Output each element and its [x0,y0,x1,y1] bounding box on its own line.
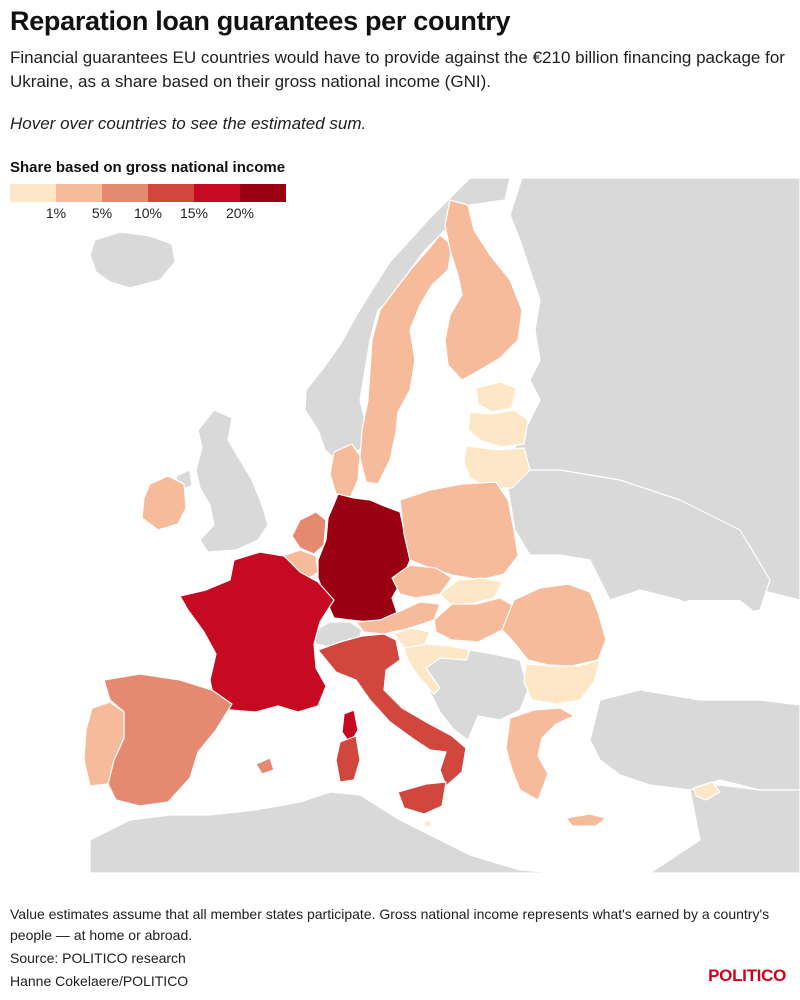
footer-source: Source: POLITICO research [10,950,186,966]
country-sicily [397,781,447,815]
country-austria [355,601,441,635]
country-cyprus [693,781,721,801]
region-balkans [411,639,529,741]
legend-scale [10,184,290,202]
legend-swatch-3 [102,184,148,202]
legend-label-5: 20% [225,205,255,221]
country-slovenia [393,627,431,649]
legend-swatch-1 [10,184,56,202]
region-north-africa [89,791,561,873]
country-malta [423,819,432,828]
footer-notes: Value estimates assume that all member s… [10,904,780,994]
country-finland [444,199,523,381]
footer-note: Value estimates assume that all member s… [10,906,770,943]
black-sea [598,600,772,690]
legend-title: Share based on gross national income [10,159,286,176]
country-sardinia [335,735,361,783]
legend-label-2: 5% [91,205,113,221]
country-croatia [403,643,471,695]
eu-countries [83,199,721,828]
country-hungary [433,597,515,643]
europe-map [0,178,800,873]
country-estonia [475,381,517,413]
chart-subtitle: Financial guarantees EU countries would … [10,48,785,91]
country-italy [317,633,467,787]
country-czechia [391,564,453,599]
country-romania [501,583,607,667]
region-ukraine-belarus [504,469,771,621]
region-iceland [89,231,176,289]
country-crete [565,813,607,827]
country-poland [399,481,519,581]
footer-credit: Hanne Cokelaere/POLITICO [10,973,189,989]
legend-swatch-5 [194,184,240,202]
country-france [179,551,335,713]
country-latvia [467,409,529,448]
legend-swatch-2 [56,184,102,202]
country-balearic [255,757,275,775]
region-middle-east [649,784,800,873]
country-greece [505,707,575,801]
country-portugal [83,701,125,787]
legend-label-4: 15% [179,205,209,221]
politico-logo: POLITICO [708,966,786,985]
legend-swatch-4 [148,184,194,202]
legend-labels: 1% 5% 10% 15% 20% [10,202,290,222]
region-turkey [589,689,800,791]
legend-label-1: 1% [45,205,67,221]
country-ireland [141,475,187,531]
non-eu-land [89,178,800,873]
country-lithuania [463,445,531,489]
hover-hint: Hover over countries to see the estimate… [10,114,367,133]
country-denmark [329,443,361,499]
legend-label-3: 10% [133,205,163,221]
country-sweden [359,234,453,485]
legend-swatch-6 [240,184,286,202]
country-bulgaria [523,659,601,705]
region-uk [195,409,269,553]
country-netherlands [291,511,327,555]
color-legend: Share based on gross national income 1% … [10,159,290,222]
chart-title: Reparation loan guarantees per country [10,6,511,36]
